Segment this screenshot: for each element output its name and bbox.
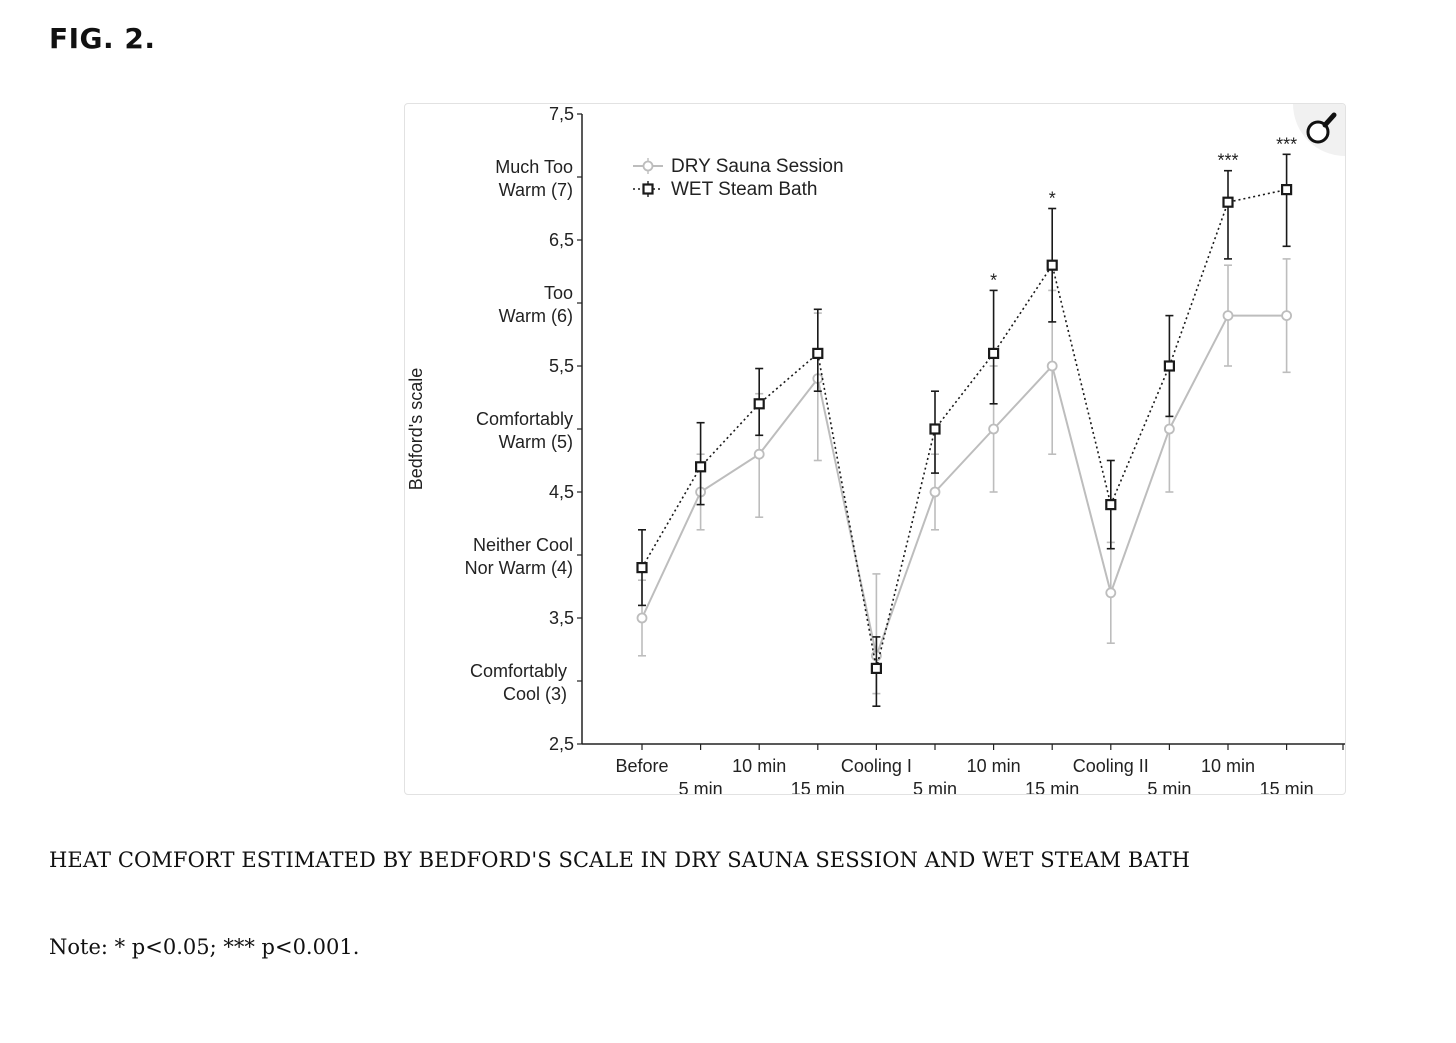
y-category-label: Comfortably [470,661,567,681]
significance-label: * [1049,189,1056,209]
line-chart: 7,5 6,5 5,5 4,5 3,5 2,5 Much Too Warm (7) Too War… [406,104,1345,795]
data-point [1222,196,1234,208]
data-point [929,423,941,435]
data-point [1163,360,1176,372]
legend-marker [642,160,654,172]
data-point [929,486,941,498]
y-category-label: Much Too [495,157,573,177]
series-line [641,314,1287,660]
figure-label: FIG. 2. [49,22,156,55]
figure-caption: HEAT COMFORT ESTIMATED BY BEDFORD'S SCAL… [49,848,1191,872]
data-point [1164,423,1175,435]
series-line [641,188,1287,669]
significance-label: * [990,270,997,290]
data-point [870,662,882,675]
x-tick-label: 10 min [1201,756,1255,776]
y-tick-label: 2,5 [549,734,574,754]
x-tick-label: 5 min [679,779,723,795]
x-tick-label: Before [615,756,668,776]
data-point [753,448,765,460]
y-tick-label: 7,5 [549,104,574,124]
y-tick-label: 5,5 [549,356,574,376]
data-point [1105,499,1117,511]
y-tick-label: 4,5 [549,482,574,502]
data-point [636,562,648,574]
data-point [1046,360,1058,372]
magnifier-icon [1306,112,1337,144]
data-point [1222,310,1234,322]
y-category-label: Too [544,283,573,303]
data-point [987,347,1000,359]
legend-label: DRY Sauna Session [671,156,844,177]
x-tick-label: Cooling II [1073,756,1149,776]
data-point [1280,183,1293,196]
data-point [753,398,765,410]
x-tick-label: 15 min [1025,779,1079,795]
significance-label: *** [1217,151,1238,171]
y-category-label: Cool (3) [503,684,567,704]
data-point [1281,310,1292,322]
x-tick-label: 5 min [1147,779,1191,795]
data-point [695,461,707,473]
data-point [812,347,824,359]
y-category-label: Comfortably [476,409,573,429]
x-tick-label: 5 min [913,779,957,795]
y-category-label: Nor Warm (4) [465,558,573,578]
x-tick-label: Cooling I [841,756,912,776]
y-category-label: Warm (5) [499,432,573,452]
y-category-label: Warm (6) [499,306,573,326]
chart-frame: 7,5 6,5 5,5 4,5 3,5 2,5 Much Too Warm (7) Too War… [404,103,1346,795]
y-tick-label: 6,5 [549,230,574,250]
legend-label: WET Steam Bath [671,179,817,200]
y-tick-label: 3,5 [549,608,574,628]
data-point [988,423,999,435]
y-axis-title: Bedford's scale [406,368,426,491]
figure-note: Note: * p<0.05; *** p<0.001. [49,935,360,959]
data-point [1046,259,1058,271]
data-point [636,612,648,624]
x-tick-label: 10 min [732,756,786,776]
x-tick-label: 15 min [791,779,845,795]
significance-label: *** [1276,134,1297,154]
data-point [1105,587,1117,599]
y-category-label: Neither Cool [473,535,573,555]
x-tick-label: 10 min [967,756,1021,776]
zoom-button[interactable] [1293,104,1345,156]
y-category-label: Warm (7) [499,180,573,200]
legend-marker [642,183,654,195]
x-tick-label: 15 min [1260,779,1314,795]
